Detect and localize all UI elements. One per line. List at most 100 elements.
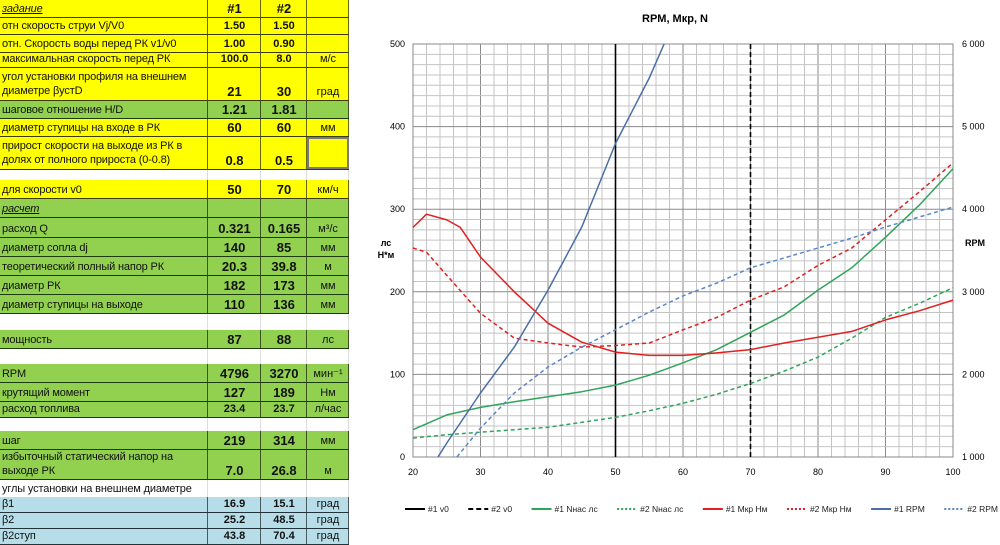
value-2-cell[interactable]: 1.50 [261, 18, 307, 34]
value-1-cell[interactable]: 1.50 [208, 18, 261, 34]
unit-cell[interactable]: мм [307, 119, 349, 136]
unit-cell[interactable]: град [307, 513, 349, 528]
unit-cell[interactable]: Нм [307, 383, 349, 401]
value-1-cell[interactable]: 182 [208, 276, 261, 294]
row-label-cell[interactable]: отн скорость струи Vj/V0 [0, 18, 208, 34]
unit-cell[interactable] [307, 170, 349, 180]
value-2-cell[interactable]: 30 [261, 68, 307, 100]
value-2-cell[interactable]: 48.5 [261, 513, 307, 528]
value-2-cell[interactable]: 88 [261, 330, 307, 348]
row-label-cell[interactable]: теоретический полный напор РК [0, 257, 208, 275]
value-1-cell[interactable]: 60 [208, 119, 261, 136]
unit-cell[interactable] [307, 418, 349, 431]
value-1-cell[interactable]: 219 [208, 431, 261, 449]
unit-cell[interactable] [307, 314, 349, 330]
value-1-cell[interactable]: 21 [208, 68, 261, 100]
row-label-cell[interactable]: задание [0, 0, 208, 17]
row-label-cell[interactable]: диаметр РК [0, 276, 208, 294]
value-2-cell[interactable]: 1.81 [261, 101, 307, 118]
row-label-cell[interactable]: избыточный статический напор на выходе Р… [0, 450, 208, 479]
value-2-cell[interactable] [261, 418, 307, 431]
row-label-cell[interactable]: расчет [0, 199, 208, 217]
value-2-cell[interactable]: 0.90 [261, 35, 307, 52]
row-label-cell[interactable]: β2 [0, 513, 208, 528]
value-1-cell[interactable] [208, 314, 261, 330]
value-2-cell[interactable]: 23.7 [261, 402, 307, 417]
row-label-cell[interactable]: расход Q [0, 218, 208, 237]
unit-cell[interactable]: м/с [307, 53, 349, 67]
unit-cell[interactable] [307, 137, 349, 169]
value-1-cell[interactable]: 16.9 [208, 497, 261, 512]
value-2-cell[interactable]: 189 [261, 383, 307, 401]
row-label-cell[interactable]: диаметр ступицы на выходе [0, 295, 208, 313]
unit-cell[interactable]: град [307, 529, 349, 544]
value-1-cell[interactable]: 0.8 [208, 137, 261, 169]
value-1-cell[interactable] [208, 349, 261, 364]
row-label-cell[interactable] [0, 314, 208, 330]
value-1-cell[interactable] [208, 170, 261, 180]
row-label-cell[interactable] [0, 349, 208, 364]
value-1-cell[interactable] [208, 418, 261, 431]
unit-cell[interactable]: мм [307, 431, 349, 449]
row-label-cell[interactable]: шаг [0, 431, 208, 449]
value-1-cell[interactable]: 140 [208, 238, 261, 256]
value-1-cell[interactable]: #1 [208, 0, 261, 17]
row-label-cell[interactable]: максимальная скорость перед РК [0, 53, 208, 67]
value-1-cell[interactable]: 100.0 [208, 53, 261, 67]
value-2-cell[interactable]: 60 [261, 119, 307, 136]
value-2-cell[interactable]: 26.8 [261, 450, 307, 479]
row-label-cell[interactable]: β2ступ [0, 529, 208, 544]
value-1-cell[interactable] [208, 480, 261, 497]
value-1-cell[interactable]: 50 [208, 180, 261, 198]
unit-cell[interactable]: мм [307, 276, 349, 294]
unit-cell[interactable]: град [307, 497, 349, 512]
row-label-cell[interactable]: шаговое отношение H/D [0, 101, 208, 118]
unit-cell[interactable]: мин⁻¹ [307, 364, 349, 382]
value-1-cell[interactable]: 4796 [208, 364, 261, 382]
row-label-cell[interactable] [0, 170, 208, 180]
row-label-cell[interactable]: угол установки профиля на внешнем диамет… [0, 68, 208, 100]
value-2-cell[interactable]: 0.5 [261, 137, 307, 169]
unit-cell[interactable]: лс [307, 330, 349, 348]
value-1-cell[interactable]: 43.8 [208, 529, 261, 544]
value-2-cell[interactable]: 8.0 [261, 53, 307, 67]
value-2-cell[interactable]: 173 [261, 276, 307, 294]
value-2-cell[interactable] [261, 349, 307, 364]
value-2-cell[interactable]: 70.4 [261, 529, 307, 544]
row-label-cell[interactable]: RPM [0, 364, 208, 382]
value-2-cell[interactable] [261, 480, 307, 497]
value-2-cell[interactable]: 314 [261, 431, 307, 449]
row-label-cell[interactable]: расход топлива [0, 402, 208, 417]
value-2-cell[interactable]: 15.1 [261, 497, 307, 512]
value-1-cell[interactable]: 7.0 [208, 450, 261, 479]
row-label-cell[interactable]: для скорости v0 [0, 180, 208, 198]
unit-cell[interactable] [307, 0, 349, 17]
unit-cell[interactable] [307, 18, 349, 34]
value-2-cell[interactable]: 136 [261, 295, 307, 313]
row-label-cell[interactable]: прирост скорости на выходе из РК в долях… [0, 137, 208, 169]
unit-cell[interactable]: мм [307, 295, 349, 313]
row-label-cell[interactable]: мощность [0, 330, 208, 348]
unit-cell[interactable]: л/час [307, 402, 349, 417]
unit-cell[interactable] [307, 480, 349, 497]
value-2-cell[interactable]: 0.165 [261, 218, 307, 237]
unit-cell[interactable] [307, 101, 349, 118]
unit-cell[interactable]: град [307, 68, 349, 100]
value-1-cell[interactable]: 1.00 [208, 35, 261, 52]
unit-cell[interactable]: мм [307, 238, 349, 256]
unit-cell[interactable] [307, 349, 349, 364]
value-2-cell[interactable]: 70 [261, 180, 307, 198]
value-2-cell[interactable] [261, 199, 307, 217]
value-1-cell[interactable]: 87 [208, 330, 261, 348]
value-2-cell[interactable] [261, 170, 307, 180]
unit-cell[interactable]: км/ч [307, 180, 349, 198]
value-1-cell[interactable]: 23.4 [208, 402, 261, 417]
value-1-cell[interactable]: 127 [208, 383, 261, 401]
value-1-cell[interactable]: 110 [208, 295, 261, 313]
value-1-cell[interactable]: 20.3 [208, 257, 261, 275]
row-label-cell[interactable]: углы установки на внешнем диаметре [0, 480, 208, 497]
row-label-cell[interactable]: β1 [0, 497, 208, 512]
row-label-cell[interactable]: крутящий момент [0, 383, 208, 401]
unit-cell[interactable] [307, 35, 349, 52]
value-2-cell[interactable]: #2 [261, 0, 307, 17]
